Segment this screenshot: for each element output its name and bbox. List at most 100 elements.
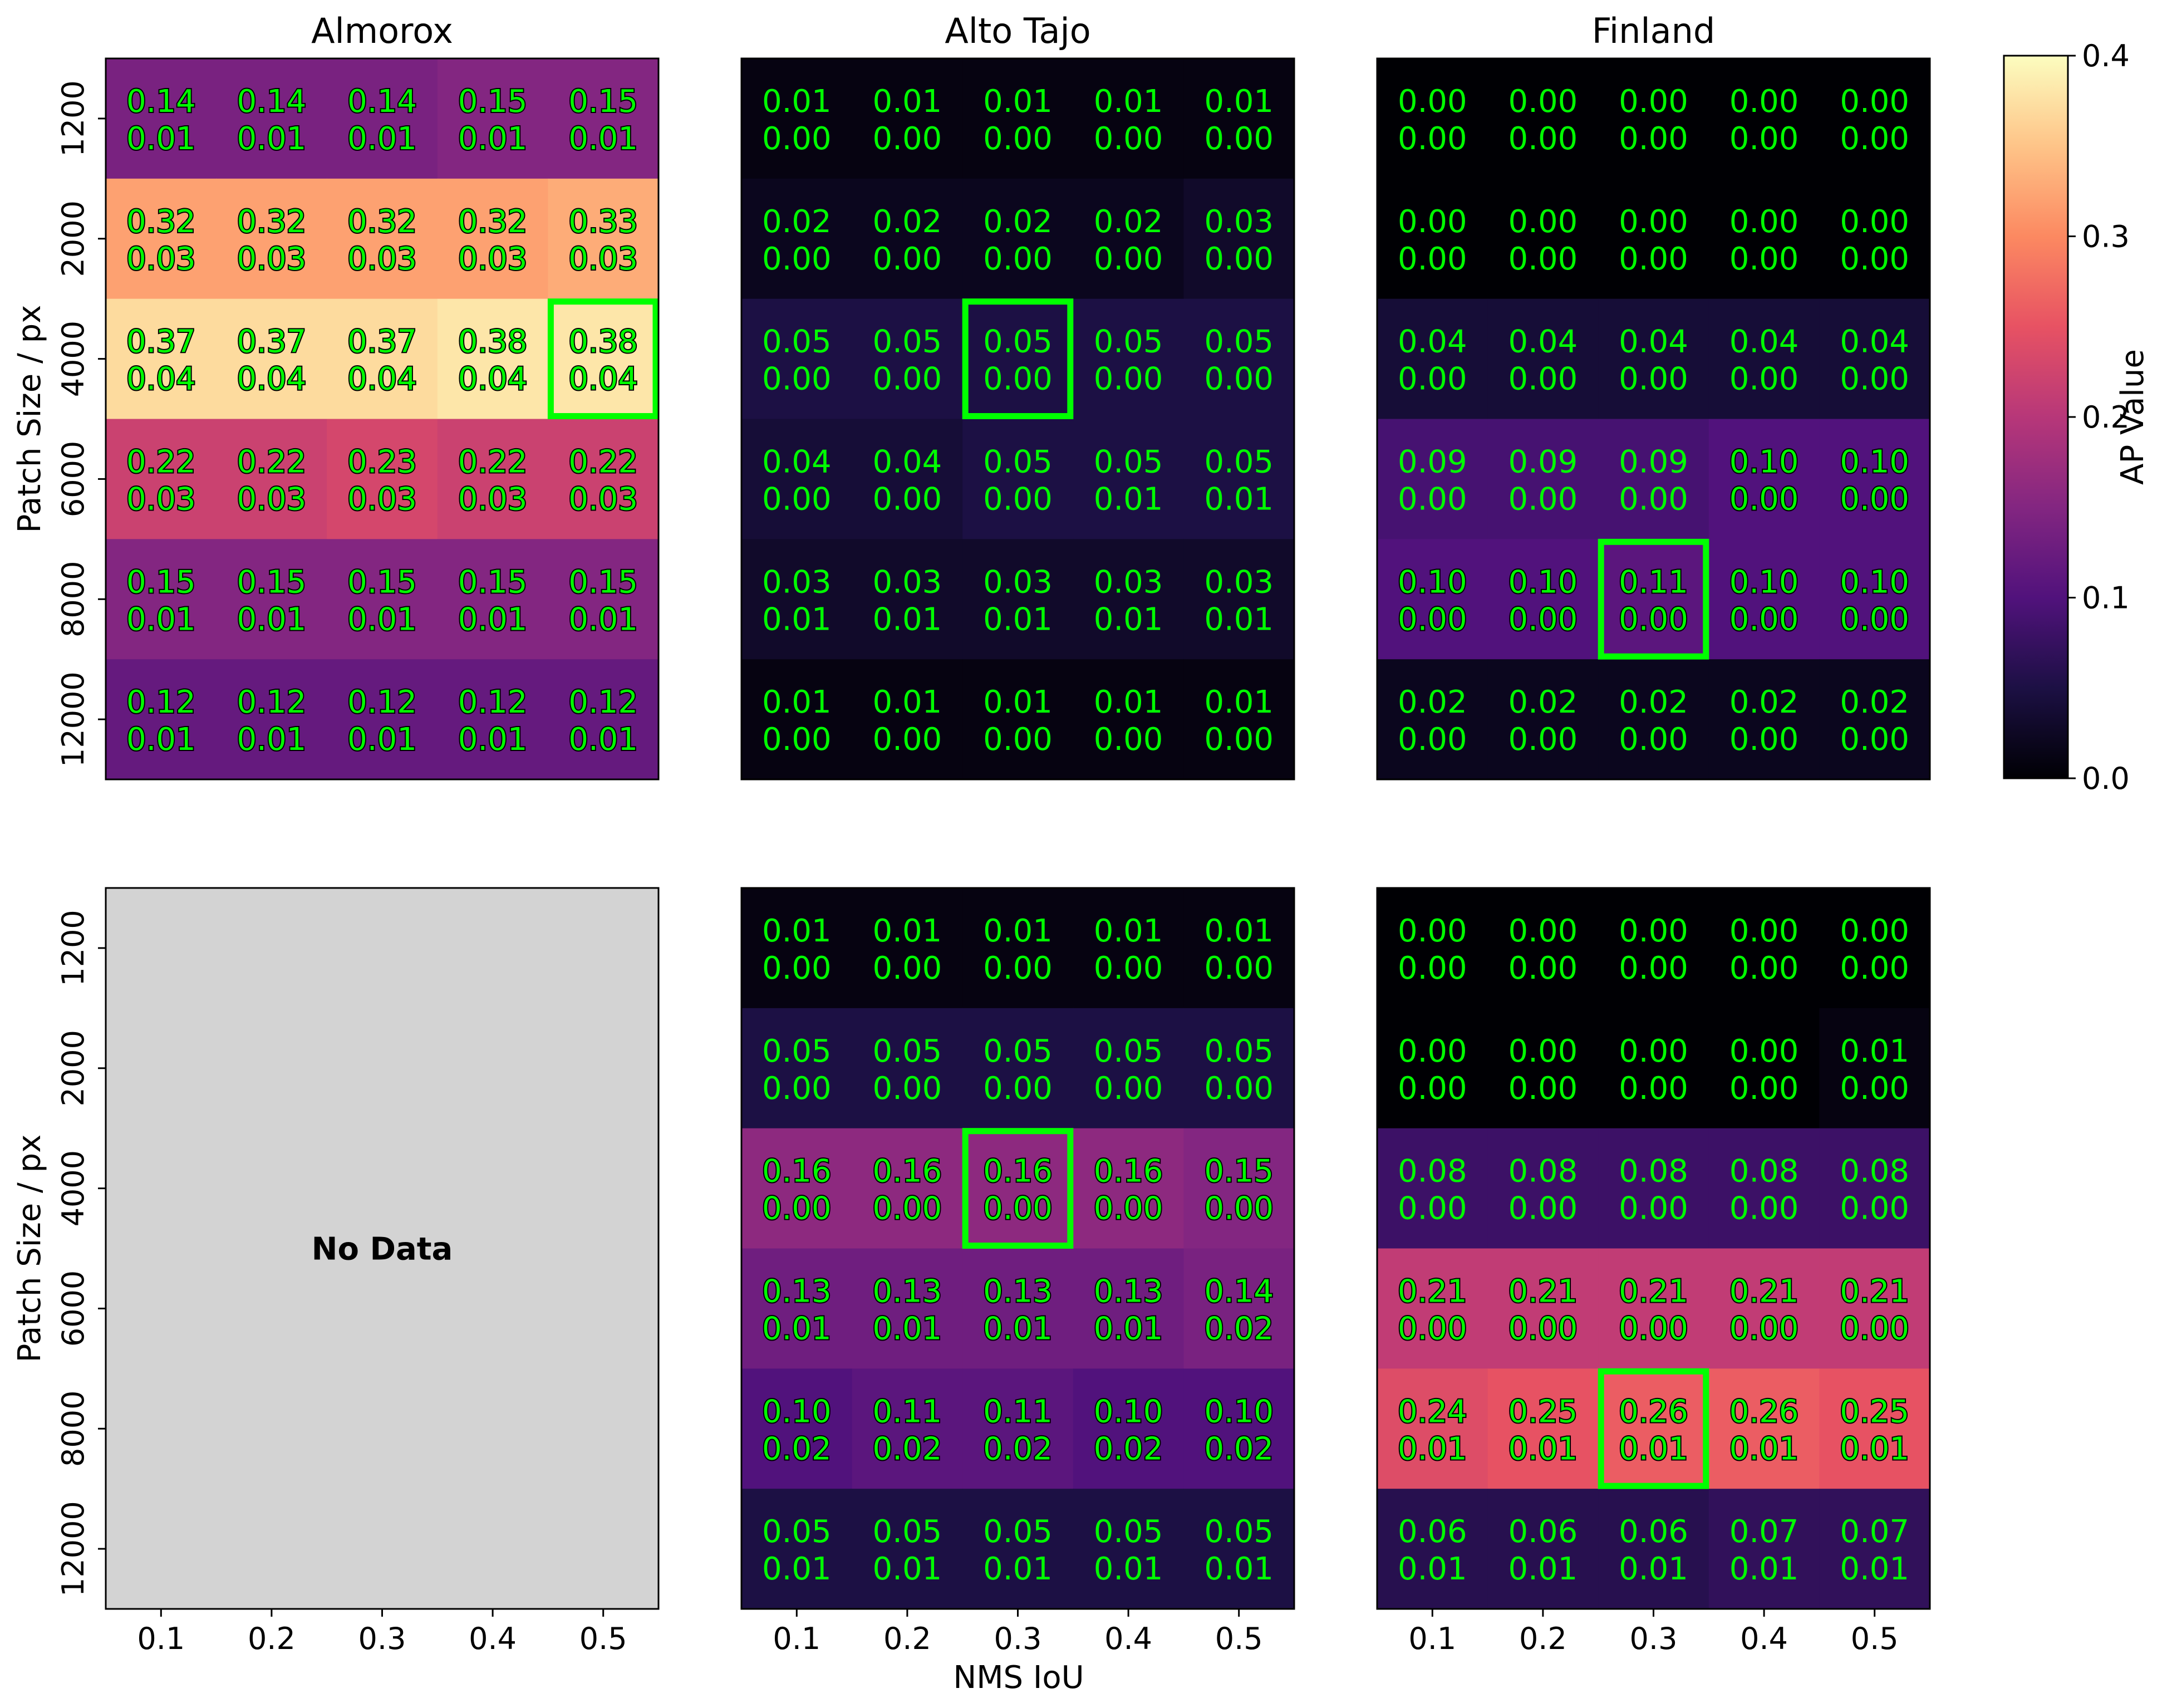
x-tick-label: 0.5 [1215,1621,1263,1656]
cell-mean-label: 0.10 [1094,1393,1163,1430]
cell-std-label: 0.00 [1840,121,1909,157]
heatmap-cell [852,58,963,179]
heatmap-cell [1073,298,1184,420]
heatmap-cell [1708,1128,1820,1249]
cell-std-label: 0.01 [1204,601,1274,637]
cell-mean-label: 0.05 [1094,444,1163,480]
cell-std-label: 0.01 [983,1551,1053,1587]
heatmap-cell [962,1368,1074,1489]
heatmap-cell [1708,659,1820,780]
heatmap-cell [852,1489,963,1609]
heatmap-cell [1819,1489,1930,1609]
x-tick-label: 0.5 [1851,1621,1899,1656]
x-tick-label: 0.5 [579,1621,627,1656]
cell-mean-label: 0.05 [1204,1514,1274,1550]
cell-std-label: 0.02 [1204,1311,1274,1347]
cell-std-label: 0.00 [1619,121,1688,157]
cell-std-label: 0.00 [1508,1191,1578,1227]
cell-std-label: 0.01 [1508,1551,1578,1587]
heatmap-cell [1183,178,1295,300]
cell-std-label: 0.00 [983,1191,1053,1227]
heatmap-cell [216,178,327,300]
heatmap-cell [962,1128,1074,1249]
cell-mean-label: 0.14 [237,84,307,120]
cell-mean-label: 0.08 [1729,1154,1799,1190]
cell-mean-label: 0.00 [1398,84,1467,120]
heatmap-cell [741,1368,853,1489]
x-tick-label: 0.3 [358,1621,406,1656]
cell-std-label: 0.00 [873,241,942,277]
cell-std-label: 0.00 [1204,361,1274,397]
cell-std-label: 0.00 [1840,481,1909,517]
cell-std-label: 0.00 [1398,601,1467,637]
heatmap-cell [1487,888,1599,1009]
cell-std-label: 0.01 [237,722,307,758]
colorbar-label: AP Value [2115,349,2151,485]
cell-std-label: 0.01 [1094,601,1163,637]
y-tick-label: 6000 [56,441,91,517]
cell-mean-label: 0.07 [1729,1514,1799,1550]
heatmap-cell [327,659,438,780]
cell-mean-label: 0.03 [762,564,832,600]
heatmap-cell [216,539,327,660]
heatmap-cell [548,298,659,420]
cell-std-label: 0.00 [1398,1191,1467,1227]
y-tick-label: 12000 [56,671,91,767]
cell-mean-label: 0.05 [1204,444,1274,480]
cell-std-label: 0.00 [1619,1311,1688,1347]
cell-std-label: 0.01 [347,722,417,758]
heatmap-cell [216,58,327,179]
y-tick-label: 2000 [56,1030,91,1106]
cell-std-label: 0.01 [983,601,1053,637]
cell-mean-label: 0.02 [983,204,1053,240]
heatmap-cell [962,58,1074,179]
heatmap-cell [852,1008,963,1129]
heatmap-cell [1377,58,1488,179]
cell-std-label: 0.00 [1204,950,1274,986]
heatmap-cell [1487,1368,1599,1489]
cell-mean-label: 0.14 [347,84,417,120]
cell-mean-label: 0.00 [1729,1033,1799,1069]
cell-mean-label: 0.14 [1204,1273,1274,1309]
heatmap-cell [852,1368,963,1489]
cell-mean-label: 0.12 [458,684,528,720]
cell-std-label: 0.00 [1094,722,1163,758]
heatmap-cell [1183,419,1295,539]
cell-std-label: 0.00 [762,1191,832,1227]
cell-std-label: 0.04 [237,361,307,397]
colorbar-tick-label: 0.1 [2082,581,2130,616]
heatmap-cell [1487,659,1599,780]
cell-mean-label: 0.08 [1398,1154,1467,1190]
y-tick-label: 8000 [56,561,91,637]
heatmap-cell [1819,1248,1930,1369]
heatmap-cell [1598,888,1709,1009]
cell-mean-label: 0.02 [1729,684,1799,720]
cell-std-label: 0.00 [1840,1311,1909,1347]
cell-std-label: 0.01 [347,601,417,637]
cell-std-label: 0.01 [1729,1551,1799,1587]
cell-std-label: 0.01 [568,601,638,637]
cell-std-label: 0.00 [1729,241,1799,277]
heatmap-cell [327,58,438,179]
heatmap-cell [1487,539,1599,660]
cell-mean-label: 0.05 [1094,1033,1163,1069]
cell-std-label: 0.00 [873,121,942,157]
cell-std-label: 0.00 [1729,361,1799,397]
heatmap-cell [1598,1128,1709,1249]
cell-mean-label: 0.10 [1729,444,1799,480]
heatmap-cell [1487,1008,1599,1129]
cell-mean-label: 0.05 [983,324,1053,360]
cell-std-label: 0.00 [1398,1311,1467,1347]
x-tick-label: 0.4 [1104,1621,1152,1656]
cell-std-label: 0.01 [1729,1431,1799,1467]
cell-mean-label: 0.02 [762,204,832,240]
heatmap-cell [1598,659,1709,780]
heatmap-cell [741,1128,853,1249]
heatmap-cell [1598,419,1709,539]
cell-mean-label: 0.00 [1398,913,1467,949]
cell-mean-label: 0.01 [762,913,832,949]
cell-mean-label: 0.24 [1398,1393,1467,1430]
cell-mean-label: 0.02 [1508,684,1578,720]
cell-std-label: 0.04 [126,361,196,397]
cell-std-label: 0.04 [347,361,417,397]
